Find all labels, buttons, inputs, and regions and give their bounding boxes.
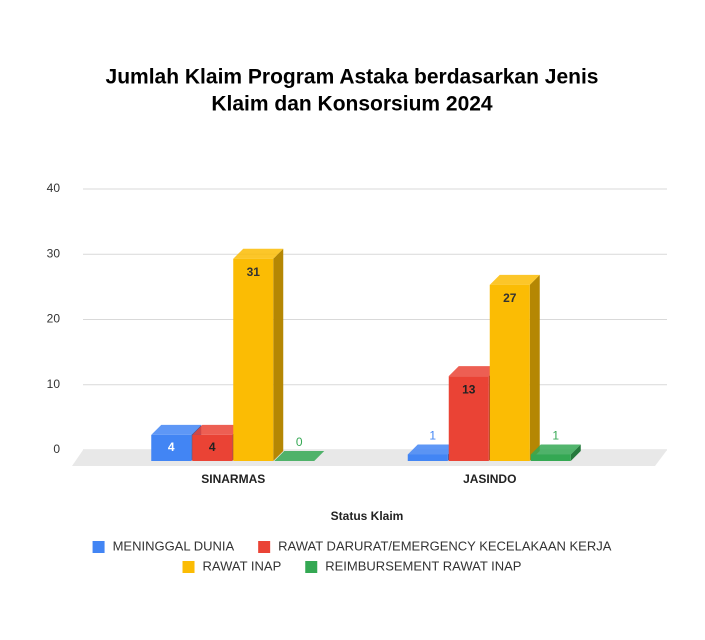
y-tick-label: 30	[47, 246, 61, 260]
bar	[274, 451, 325, 461]
legend-item: RAWAT INAP	[182, 558, 282, 573]
bar	[530, 444, 581, 461]
legend-item: RAWAT DARURAT/EMERGENCY KECELAKAAN KERJA	[258, 538, 612, 553]
data-label: 1	[429, 429, 436, 443]
bar-top	[489, 274, 540, 285]
bar-side	[529, 274, 540, 461]
chart-title: Jumlah Klaim Program Astaka berdasarkan …	[106, 66, 599, 89]
bar-side	[273, 248, 284, 461]
bar-front	[530, 454, 571, 461]
bar-front	[151, 434, 192, 461]
bar-top	[530, 444, 581, 455]
bar-front	[233, 258, 274, 461]
bar-side	[570, 444, 581, 461]
legend-swatch	[258, 541, 271, 553]
y-tick-label: 10	[47, 377, 61, 391]
bar-top	[192, 424, 243, 435]
legend-swatch	[92, 541, 105, 553]
bar-top	[233, 248, 284, 259]
data-label: 1	[552, 429, 559, 443]
data-label: 4	[209, 440, 216, 454]
bar	[489, 274, 540, 461]
data-label: 31	[247, 265, 261, 279]
bar-top	[407, 444, 458, 455]
legend-label: RAWAT DARURAT/EMERGENCY KECELAKAAN KERJA	[278, 538, 612, 553]
x-tick-label: JASINDO	[463, 472, 516, 486]
legend-label: REIMBURSEMENT RAWAT INAP	[325, 558, 521, 573]
bar-front	[489, 284, 530, 461]
data-label: 0	[296, 435, 303, 449]
data-label: 4	[168, 440, 175, 454]
legend-swatch	[305, 561, 318, 573]
bar-top	[151, 424, 202, 435]
chart-title: Klaim dan Konsorsium 2024	[211, 93, 493, 116]
x-axis-title: Status Klaim	[331, 509, 404, 523]
bar	[233, 248, 284, 461]
bar-top	[448, 366, 499, 377]
bar-front	[407, 454, 448, 461]
x-tick-label: SINARMAS	[201, 472, 265, 486]
bar	[151, 424, 202, 461]
y-tick-label: 40	[47, 181, 61, 195]
legend-label: RAWAT INAP	[203, 558, 282, 573]
y-tick-label: 20	[47, 312, 61, 326]
legend-item: MENINGGAL DUNIA	[92, 538, 235, 553]
data-label: 13	[462, 382, 476, 396]
legend-item: REIMBURSEMENT RAWAT INAP	[305, 558, 521, 573]
data-label: 27	[503, 291, 517, 305]
bar-top	[274, 451, 325, 461]
y-tick-label: 0	[53, 442, 60, 456]
legend-swatch	[182, 561, 195, 573]
bar-front	[448, 376, 489, 461]
bar-front	[192, 434, 233, 461]
legend-label: MENINGGAL DUNIA	[113, 538, 235, 553]
